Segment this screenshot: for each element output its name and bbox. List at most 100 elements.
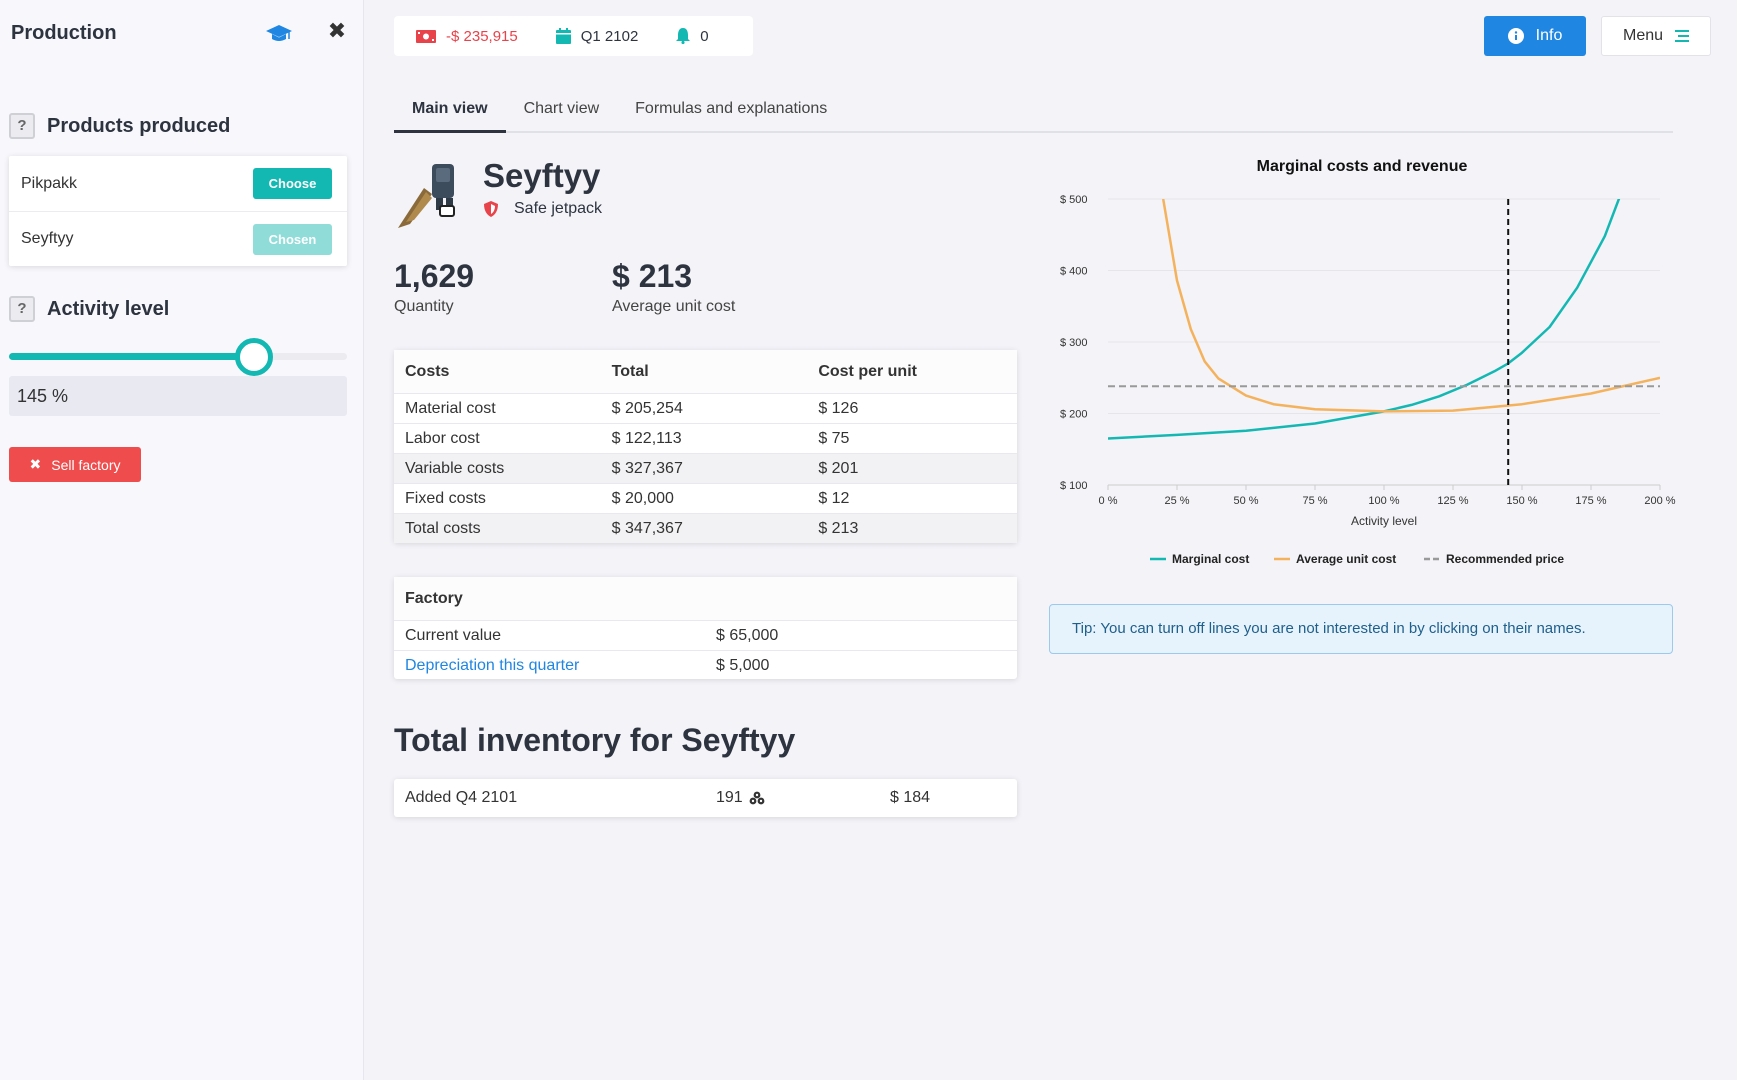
table-cell: Labor cost [405,429,480,447]
table-cell: $ 20,000 [611,489,674,507]
menu-icon [1675,30,1690,42]
table-cell: $ 5,000 [716,656,770,674]
activity-input[interactable] [9,376,347,416]
table-cell: $ 184 [890,789,931,806]
activity-heading: ? Activity level [9,296,169,322]
shield-icon [484,201,498,217]
table-cell: $ 122,113 [611,429,682,447]
quarter-value: Q1 2102 [580,27,639,45]
inventory-count: 191 [716,789,743,806]
table-row: Labor cost $ 122,113 $ 75 [394,423,1017,453]
x-axis-label: Activity level [1351,514,1417,528]
money-icon [416,29,436,43]
y-tick-label: $ 200 [1060,409,1088,421]
sell-factory-button[interactable]: ✖ Sell factory [9,447,141,482]
table-row: Current value $ 65,000 [394,620,1017,650]
table-cell: Material cost [405,399,496,417]
column-header: Costs [405,362,450,380]
notifications-status[interactable]: 0 [676,28,709,45]
legend-label: Average unit cost [1296,552,1396,566]
tip-box: Tip: You can turn off lines you are not … [1049,604,1673,654]
factory-table: Factory Current value $ 65,000 Depreciat… [394,577,1017,679]
depreciation-link[interactable]: Depreciation this quarter [405,656,580,674]
legend-item[interactable]: Marginal cost [1150,552,1249,566]
chosen-button[interactable]: Chosen [253,223,332,255]
products-heading: ? Products produced [9,113,230,139]
table-cell: $ 327,367 [611,459,683,477]
table-row: Total costs $ 347,367 $ 213 [394,513,1017,543]
list-item: Seyftyy Chosen [9,211,347,266]
costs-table: Costs Total Cost per unit Material cost … [394,350,1017,543]
table-cell: $ 12 [818,489,850,507]
marginal-cost-chart: Marginal costs and revenue $ 100 $ 200 $ 30… [1060,158,1676,566]
y-tick-label: $ 300 [1060,337,1088,349]
table-cell: 191 [716,789,890,807]
table-cell: $ 75 [818,429,850,447]
sidebar: Production ✖ ? Products produced Pikpakk… [0,0,364,1080]
close-icon[interactable]: ✖ [327,18,347,43]
product-subtitle: Safe jetpack [514,200,603,217]
table-cell: Total costs [405,519,481,537]
x-tick-label: 75 % [1302,495,1327,507]
inventory-table: Added Q4 2101 191 $ 184 [394,779,1017,817]
inventory-title: Total inventory for Seyftyy [394,722,796,758]
table-cell: Current value [405,626,502,644]
table-row: Fixed costs $ 20,000 $ 12 [394,483,1017,513]
calendar-icon [555,28,571,44]
table-cell: $ 213 [818,519,859,537]
table-cell: Fixed costs [405,489,486,507]
slider-fill [9,353,255,360]
y-tick-label: $ 400 [1060,266,1088,278]
close-icon: ✖ [29,456,42,472]
y-tick-label: $ 500 [1060,194,1088,206]
table-header-row: Costs Total Cost per unit [394,350,1017,393]
series-line [1108,199,1621,440]
table-row: Depreciation this quarter $ 5,000 [394,650,1017,680]
x-tick-label: 25 % [1164,495,1189,507]
legend-item[interactable]: Recommended price [1424,552,1564,566]
sell-factory-label: Sell factory [51,456,121,473]
table-row: Added Q4 2101 191 $ 184 [394,779,1017,817]
products-heading-label: Products produced [47,114,231,137]
tab-main-view[interactable]: Main view [394,92,506,133]
table-cell: $ 347,367 [611,519,683,537]
tab-formulas[interactable]: Formulas and explanations [635,100,828,117]
product-name: Seyftyy [21,230,74,247]
legend-label: Recommended price [1446,552,1564,566]
chart-title: Marginal costs and revenue [1257,158,1468,175]
activity-heading-label: Activity level [47,297,170,320]
legend-item[interactable]: Average unit cost [1274,552,1396,566]
product-name: Pikpakk [21,174,78,192]
x-tick-label: 125 % [1437,495,1468,507]
x-tick-label: 200 % [1644,495,1675,507]
info-icon [1507,28,1524,44]
table-cell: $ 205,254 [611,399,683,417]
help-icon[interactable]: ? [9,296,35,322]
x-tick-label: 175 % [1575,495,1606,507]
product-title: Seyftyy [483,157,601,194]
menu-label: Menu [1622,27,1664,44]
column-header: Total [611,362,649,380]
graduation-cap-icon[interactable] [266,22,292,44]
jetpack-image [398,164,455,228]
table-cell: Added Q4 2101 [405,789,518,806]
table-row: Material cost $ 205,254 $ 126 [394,393,1017,423]
help-icon[interactable]: ? [9,113,35,139]
activity-slider[interactable] [9,338,347,376]
table-row: Variable costs $ 327,367 $ 201 [394,453,1017,483]
table-cell: Variable costs [405,459,505,477]
choose-button[interactable]: Choose [253,168,332,199]
view-tabs: Main view Chart view Formulas and explan… [394,92,1673,133]
info-button[interactable]: Info [1484,16,1586,56]
series-line [1161,199,1660,413]
slider-handle[interactable] [235,338,274,376]
status-bar: -$ 235,915 Q1 2102 0 [394,16,753,56]
table-cell: $ 201 [818,459,859,477]
menu-button[interactable]: Menu [1601,16,1711,56]
series-group [1108,199,1660,485]
y-tick-label: $ 100 [1060,480,1088,492]
sidebar-title: Production [11,22,117,44]
tab-chart-view[interactable]: Chart view [523,100,600,117]
x-tick-label: 0 % [1099,495,1118,507]
x-tick-label: 150 % [1506,495,1537,507]
